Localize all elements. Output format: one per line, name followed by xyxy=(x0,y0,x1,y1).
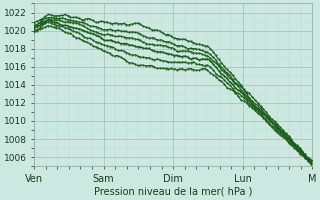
X-axis label: Pression niveau de la mer( hPa ): Pression niveau de la mer( hPa ) xyxy=(94,187,252,197)
